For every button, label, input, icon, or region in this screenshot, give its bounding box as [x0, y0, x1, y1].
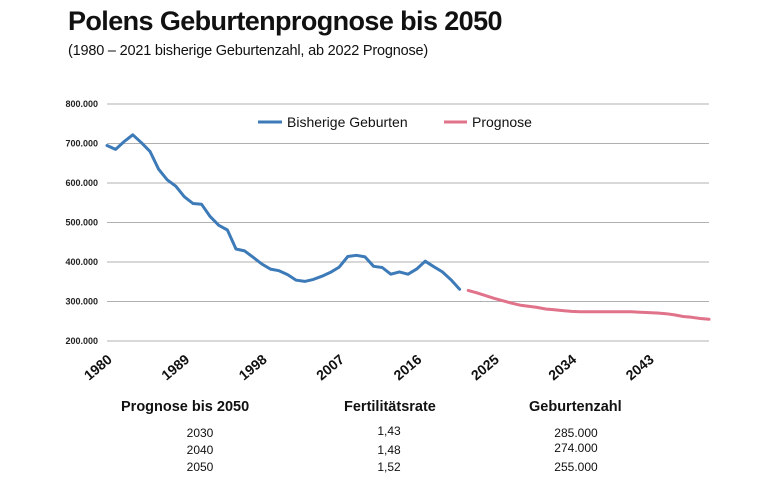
table-cell-rate: 1,48: [377, 443, 401, 457]
x-tick-label: 2043: [623, 351, 657, 383]
x-tick-label: 2034: [545, 351, 579, 383]
legend-label-forecast: Prognose: [472, 114, 532, 130]
x-tick-label: 1989: [158, 351, 192, 383]
forecast-line: [466, 288, 711, 321]
x-tick-label: 2025: [468, 351, 502, 383]
y-axis-ticks: 800.000 700.000 600.000 500.000 400.000 300.0…: [65, 99, 98, 346]
legend: Bisherige Geburten Prognose: [258, 114, 532, 130]
y-tick-label: 300.000: [65, 297, 98, 307]
table-header-prognose: Prognose bis 2050: [121, 399, 250, 415]
x-tick-label: 2007: [313, 351, 347, 383]
legend-label-historic: Bisherige Geburten: [287, 114, 408, 130]
table-cell-rate: 1,52: [377, 460, 401, 474]
table-cell-year: 2030: [186, 426, 214, 440]
y-tick-label: 600.000: [65, 178, 98, 188]
table-header-fertility: Fertilitätsrate: [344, 399, 436, 415]
table-cell-year: 2040: [186, 443, 214, 457]
gridlines: [107, 103, 709, 342]
x-axis-ticks: 1980 1989 1998 2007 2016 2025 2034 2043: [81, 351, 657, 383]
x-tick-label: 2016: [390, 351, 424, 383]
y-tick-label: 400.000: [65, 257, 98, 267]
y-tick-label: 700.000: [65, 139, 98, 149]
historic-births-line: [105, 133, 462, 291]
table-cell-births: 255.000: [554, 460, 598, 474]
x-tick-label: 1998: [236, 351, 270, 383]
chart-title: Polens Geburtenprognose bis 2050: [68, 6, 503, 36]
y-tick-label: 500.000: [65, 218, 98, 228]
line-chart: 800.000 700.000 600.000 500.000 400.000 300.0…: [65, 99, 711, 383]
table-cell-rate: 1,43: [377, 424, 401, 438]
table-cell-births: 285.000: [554, 426, 598, 440]
x-tick-label: 1980: [81, 351, 115, 383]
table-cell-births: 274.000: [554, 441, 598, 455]
y-tick-label: 200.000: [65, 336, 98, 346]
table-cell-year: 2050: [186, 460, 214, 474]
y-tick-label: 800.000: [65, 99, 98, 109]
series-lines: [105, 133, 711, 321]
table-header-births: Geburtenzahl: [529, 399, 622, 415]
chart-subtitle: (1980 – 2021 bisherige Geburtenzahl, ab …: [68, 43, 429, 59]
